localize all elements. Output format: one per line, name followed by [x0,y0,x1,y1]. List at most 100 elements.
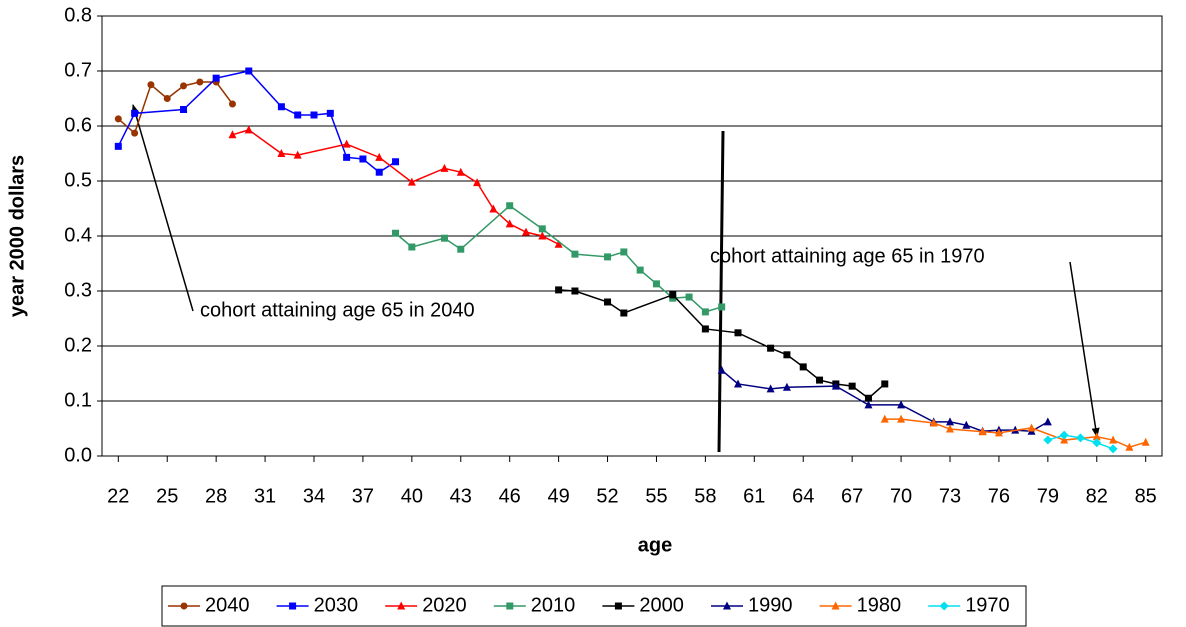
data-point [489,204,498,213]
data-point [604,298,612,306]
legend-marker [506,602,514,610]
y-tick-label: 0.8 [64,4,92,26]
legend-label: 2000 [639,594,684,616]
y-tick-label: 0.0 [64,444,92,466]
x-tick-label: 67 [841,485,863,507]
legend-label: 2020 [422,594,467,616]
y-tick-label: 0.4 [64,224,92,246]
legend-label: 2030 [314,594,359,616]
data-point [457,245,465,253]
data-point [571,250,579,258]
data-point [734,379,742,388]
data-point [701,308,709,316]
data-point [718,303,726,311]
x-tick-label: 40 [401,485,423,507]
data-point [375,168,383,176]
y-tick-label: 0.3 [64,279,92,301]
data-point [131,129,139,137]
data-point [782,382,791,391]
data-point [506,202,514,210]
x-tick-label: 82 [1086,485,1108,507]
x-tick-label: 61 [743,485,765,507]
data-point [408,243,416,251]
data-point [114,142,122,150]
data-point [228,130,237,139]
x-tick-label: 43 [450,485,472,507]
data-point [669,291,677,299]
x-tick-label: 64 [792,485,814,507]
legend-label: 1970 [965,594,1010,616]
data-point [962,420,971,429]
data-point [929,418,938,427]
x-tick-label: 46 [499,485,521,507]
data-point [1125,442,1134,451]
data-point [994,428,1003,437]
data-point [1075,433,1085,443]
data-point [228,100,236,108]
data-point [848,382,856,390]
data-point [897,400,906,409]
legend-label: 2010 [531,594,576,616]
data-point [326,109,334,117]
x-tick-label: 28 [205,485,227,507]
data-point [1092,438,1102,448]
data-point [571,287,579,295]
x-tick-label: 73 [939,485,961,507]
data-point [1027,423,1036,432]
legend-label: 1990 [748,594,793,616]
data-point [392,158,400,166]
data-point [131,109,139,117]
data-point [701,325,709,333]
data-point [799,363,807,371]
y-tick-label: 0.6 [64,114,92,136]
data-point [180,82,188,90]
data-point [538,225,546,233]
data-point [604,253,612,261]
x-tick-label: 70 [890,485,912,507]
y-tick-label: 0.7 [64,59,92,81]
data-point [685,293,693,301]
y-axis-label: year 2000 dollars [6,155,28,317]
x-axis-label: age [638,534,672,556]
data-point [864,400,873,409]
x-tick-label: 31 [254,485,276,507]
data-point [554,239,563,248]
x-tick-label: 85 [1135,485,1157,507]
data-point [293,150,302,159]
x-tick-label: 25 [156,485,178,507]
data-point [766,384,775,393]
data-point [245,67,253,75]
legend-marker [289,602,297,610]
plot-frame [101,15,1163,457]
data-point [1043,435,1053,445]
data-point [114,115,122,123]
x-tick-label: 52 [596,485,618,507]
annotation-arrow [131,104,194,312]
data-point [620,248,628,256]
data-point [375,152,384,161]
data-point [831,381,840,390]
x-tick-label: 55 [645,485,667,507]
data-point [946,424,954,433]
x-tick-label: 76 [988,485,1010,507]
x-tick-label: 22 [107,485,129,507]
data-point [1108,444,1118,454]
data-point [212,74,220,82]
data-point [864,394,872,402]
data-point [734,329,742,337]
data-point [620,309,628,317]
data-point [473,178,482,187]
data-point [978,427,987,436]
legend-marker [614,602,622,610]
x-tick-label: 37 [352,485,374,507]
data-point [1109,435,1118,444]
data-point [359,155,367,163]
y-tick-label: 0.2 [64,334,92,356]
data-point [196,78,204,86]
y-tick-label: 0.1 [64,389,92,411]
data-point [538,231,547,240]
data-point [636,266,644,274]
data-point [277,103,285,111]
x-tick-label: 79 [1037,485,1059,507]
